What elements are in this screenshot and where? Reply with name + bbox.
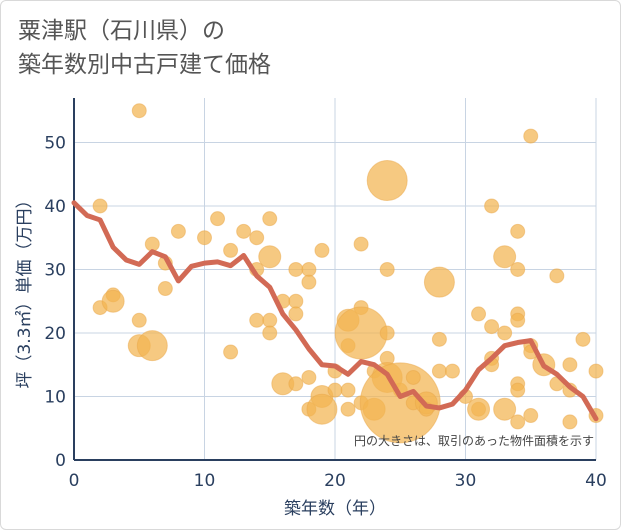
- data-point-34: [314, 242, 330, 258]
- data-point-20: [262, 211, 278, 227]
- data-point-92: [575, 331, 591, 347]
- data-point-51: [379, 325, 395, 341]
- bubble-layer: [92, 103, 604, 444]
- y-tick-label-2: 20: [44, 324, 66, 344]
- data-point-11: [170, 223, 186, 239]
- data-point-49: [366, 160, 408, 202]
- data-point-28: [288, 306, 304, 322]
- data-point-16: [236, 223, 252, 239]
- data-point-85: [523, 408, 539, 424]
- data-point-17: [249, 230, 265, 246]
- data-point-10: [157, 281, 173, 297]
- x-tick-label-0: 0: [69, 471, 80, 491]
- data-point-65: [471, 306, 487, 322]
- data-point-31: [301, 274, 317, 290]
- x-tick-label-2: 20: [324, 471, 346, 491]
- data-point-73: [497, 325, 513, 341]
- title-line-2: 築年数別中古戸建て価格: [18, 52, 271, 78]
- data-point-30: [301, 261, 317, 277]
- data-point-75: [510, 223, 526, 239]
- trend-line: [71, 200, 599, 422]
- data-point-27: [288, 293, 304, 309]
- data-point-72: [493, 245, 517, 269]
- data-point-15: [223, 344, 239, 360]
- data-point-50: [379, 261, 395, 277]
- data-point-78: [510, 312, 526, 328]
- y-tick-label-0: 0: [55, 451, 66, 471]
- data-point-81: [510, 414, 526, 430]
- y-tick-label-5: 50: [44, 133, 66, 153]
- y-axis-label: 坪（3.3㎡）単価（万円）: [15, 191, 35, 388]
- data-point-26: [288, 261, 304, 277]
- x-tick-label-3: 30: [455, 471, 477, 491]
- data-point-93: [588, 363, 604, 379]
- data-point-22: [262, 312, 278, 328]
- data-point-76: [510, 261, 526, 277]
- size-note: 円の大きさは、取引のあった物件面積を示す: [354, 433, 594, 448]
- x-tick-label-4: 40: [585, 471, 607, 491]
- y-tick-labels: 0 10 20 30 40 50: [44, 133, 66, 471]
- data-point-60: [423, 266, 455, 298]
- data-point-32: [301, 369, 317, 385]
- data-point-13: [210, 211, 226, 227]
- data-point-45: [334, 306, 388, 360]
- data-point-62: [431, 363, 447, 379]
- data-point-38: [327, 382, 343, 398]
- data-point-36: [306, 393, 338, 425]
- data-point-87: [549, 268, 565, 284]
- data-point-23: [262, 325, 278, 341]
- data-point-74: [493, 397, 517, 421]
- data-point-91: [562, 414, 578, 430]
- data-point-8: [136, 330, 168, 362]
- data-point-0: [92, 198, 108, 214]
- data-point-7: [144, 236, 160, 252]
- data-point-19: [249, 312, 265, 328]
- data-point-69: [484, 319, 500, 335]
- data-point-14: [223, 242, 239, 258]
- data-point-42: [340, 401, 356, 417]
- data-point-4: [131, 103, 147, 119]
- data-point-68: [484, 198, 500, 214]
- data-point-43: [353, 236, 369, 252]
- data-point-56: [405, 369, 421, 385]
- data-point-12: [197, 230, 212, 246]
- x-tick-labels: 0 10 20 30 40: [69, 471, 607, 491]
- data-point-55: [359, 362, 441, 444]
- data-point-61: [431, 331, 447, 347]
- data-point-80: [510, 382, 526, 398]
- x-tick-label-1: 10: [194, 471, 216, 491]
- data-point-5: [131, 312, 147, 328]
- title-line-1: 粟津駅（石川県）の: [18, 18, 225, 44]
- x-axis-label: 築年数（年）: [284, 499, 386, 519]
- data-point-67: [467, 397, 491, 421]
- data-point-89: [562, 357, 578, 373]
- y-tick-label-1: 10: [44, 387, 66, 407]
- y-tick-label-3: 30: [44, 260, 66, 280]
- data-point-82: [523, 128, 539, 144]
- data-point-3: [101, 289, 125, 313]
- chart-title: 粟津駅（石川県）の 築年数別中古戸建て価格: [18, 14, 271, 82]
- y-tick-label-4: 40: [44, 197, 66, 217]
- data-point-21: [258, 245, 282, 269]
- data-point-29: [288, 376, 304, 392]
- data-point-63: [444, 363, 460, 379]
- data-point-41: [340, 382, 356, 398]
